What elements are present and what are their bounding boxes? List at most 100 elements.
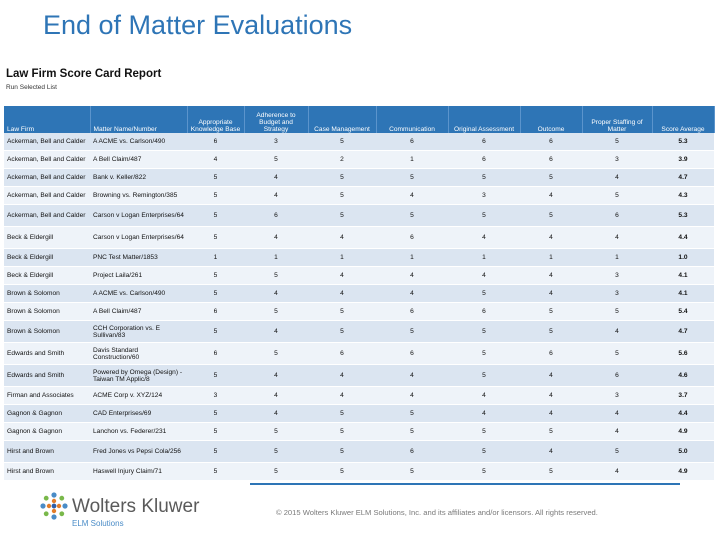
table-header-row: Law Firm Matter Name/Number Appropriate …	[4, 106, 715, 133]
score-cell: 4	[448, 266, 520, 285]
score-cell: 4	[448, 226, 520, 249]
score-average-cell: 4.7	[652, 320, 714, 343]
copyright-notice: © 2015 Wolters Kluwer ELM Solutions, Inc…	[276, 508, 598, 517]
column-header[interactable]: Original Assessment	[448, 106, 521, 133]
score-cell: 5	[244, 422, 308, 441]
table-row[interactable]: Ackerman, Bell and Calder A Bell Claim/48…	[4, 150, 714, 169]
column-header[interactable]: Outcome	[520, 106, 583, 133]
score-cell: 5	[448, 462, 520, 481]
score-average-cell: 4.9	[652, 462, 714, 481]
table-row[interactable]: Hirst and Brown Haswell Injury Claim/71 5 5…	[4, 462, 714, 481]
score-cell: 6	[187, 133, 244, 151]
table-row[interactable]: Brown & Solomon A ACME vs. Carlson/490 5 4 4…	[4, 284, 714, 303]
table-row[interactable]: Edwards and Smith Powered by Omega (Desig…	[4, 364, 714, 387]
score-cell: 5	[308, 440, 376, 463]
score-cell: 1	[376, 248, 448, 267]
score-cell: 4	[376, 266, 448, 285]
score-cell: 4	[308, 364, 376, 387]
matter-name-cell: Lanchon vs. Federer/231	[90, 422, 187, 441]
score-average-cell: 4.6	[652, 364, 714, 387]
score-cell: 5	[187, 320, 244, 343]
matter-name-cell: Project Laila/261	[90, 266, 187, 285]
report-title: Law Firm Score Card Report	[6, 68, 162, 80]
law-firm-cell: Brown & Solomon	[4, 284, 90, 303]
table-row[interactable]: Ackerman, Bell and Calder Browning vs. Re…	[4, 186, 714, 205]
score-cell: 1	[376, 150, 448, 169]
matter-name-cell: ACME Corp v. XYZ/124	[90, 386, 187, 405]
law-firm-cell: Ackerman, Bell and Calder	[4, 133, 90, 151]
score-cell: 5	[582, 342, 652, 365]
table-row[interactable]: Beck & Eldergill PNC Test Matter/1853 1 1 1 1…	[4, 248, 714, 267]
table-row[interactable]: Ackerman, Bell and Calder Bank v. Keller/…	[4, 168, 714, 187]
score-cell: 3	[187, 386, 244, 405]
report-subtitle: Run Selected List	[6, 84, 57, 91]
score-cell: 3	[582, 266, 652, 285]
score-cell: 6	[244, 204, 308, 227]
table-row[interactable]: Hirst and Brown Fred Jones vs Pepsi Cola/…	[4, 440, 714, 463]
table-row[interactable]: Firman and Associates ACME Corp v. XYZ/12…	[4, 386, 714, 405]
score-cell: 4	[582, 422, 652, 441]
score-cell: 5	[187, 226, 244, 249]
score-cell: 3	[244, 133, 308, 151]
matter-name-cell: CCH Corporation vs. E Sullivan/83	[90, 320, 187, 343]
score-cell: 4	[187, 150, 244, 169]
score-cell: 5	[520, 204, 582, 227]
score-cell: 6	[448, 302, 520, 321]
score-cell: 4	[448, 404, 520, 423]
matter-name-cell: Powered by Omega (Design) - Taiwan TM Ap…	[90, 364, 187, 387]
score-average-cell: 5.3	[652, 204, 714, 227]
column-header[interactable]: Case Management	[308, 106, 377, 133]
law-firm-cell: Edwards and Smith	[4, 364, 90, 387]
table-row[interactable]: Ackerman, Bell and Calder A ACME vs. Carl…	[4, 133, 714, 151]
score-cell: 6	[376, 226, 448, 249]
score-cell: 5	[187, 364, 244, 387]
table-row[interactable]: Beck & Eldergill Carson v Logan Enterpris…	[4, 226, 714, 249]
score-cell: 5	[376, 462, 448, 481]
score-cell: 5	[308, 320, 376, 343]
score-cell: 6	[376, 342, 448, 365]
column-header[interactable]: Adherence to Budget and Strategy	[244, 106, 309, 133]
score-cell: 5	[308, 204, 376, 227]
score-cell: 5	[448, 284, 520, 303]
column-header[interactable]: Appropriate Knowledge Base	[187, 106, 245, 133]
column-header[interactable]: Law Firm	[4, 106, 91, 133]
column-header[interactable]: Proper Staffing of Matter	[582, 106, 653, 133]
matter-name-cell: Fred Jones vs Pepsi Cola/256	[90, 440, 187, 463]
brand-name: Wolters Kluwer	[72, 496, 200, 517]
score-cell: 4	[520, 386, 582, 405]
table-row[interactable]: Ackerman, Bell and Calder Carson v Logan …	[4, 204, 714, 227]
score-cell: 6	[582, 364, 652, 387]
score-cell: 1	[187, 248, 244, 267]
matter-name-cell: A ACME vs. Carlson/490	[90, 133, 187, 151]
score-cell: 5	[582, 440, 652, 463]
column-header[interactable]: Score Average	[652, 106, 715, 133]
score-cell: 4	[244, 226, 308, 249]
column-header[interactable]: Matter Name/Number	[90, 106, 188, 133]
law-firm-cell: Brown & Solomon	[4, 302, 90, 321]
law-firm-cell: Ackerman, Bell and Calder	[4, 186, 90, 205]
law-firm-cell: Beck & Eldergill	[4, 266, 90, 285]
score-cell: 4	[582, 404, 652, 423]
law-firm-cell: Beck & Eldergill	[4, 226, 90, 249]
table-row[interactable]: Gagnon & Gagnon CAD Enterprises/69 5 4 5 5 4 4 4…	[4, 404, 714, 423]
table-row[interactable]: Beck & Eldergill Project Laila/261 5 5 4 4 4 4 3…	[4, 266, 714, 285]
law-firm-cell: Gagnon & Gagnon	[4, 422, 90, 441]
table-row[interactable]: Brown & Solomon A Bell Claim/487 6 5 5 6 6 5 5 5.…	[4, 302, 714, 321]
score-cell: 5	[520, 302, 582, 321]
score-cell: 3	[582, 284, 652, 303]
column-header[interactable]: Communication	[376, 106, 449, 133]
score-average-cell: 4.1	[652, 266, 714, 285]
table-row[interactable]: Brown & Solomon CCH Corporation vs. E Sul…	[4, 320, 714, 343]
table-row[interactable]: Edwards and Smith Davis Standard Construc…	[4, 342, 714, 365]
score-cell: 4	[244, 320, 308, 343]
score-cell: 1	[308, 248, 376, 267]
score-average-cell: 5.3	[652, 133, 714, 151]
score-cell: 5	[448, 342, 520, 365]
score-cell: 5	[187, 462, 244, 481]
score-cell: 5	[244, 462, 308, 481]
score-cell: 6	[520, 133, 582, 151]
score-cell: 5	[187, 168, 244, 187]
table-row[interactable]: Gagnon & Gagnon Lanchon vs. Federer/231 5 5…	[4, 422, 714, 441]
score-cell: 6	[376, 133, 448, 151]
score-cell: 5	[244, 342, 308, 365]
